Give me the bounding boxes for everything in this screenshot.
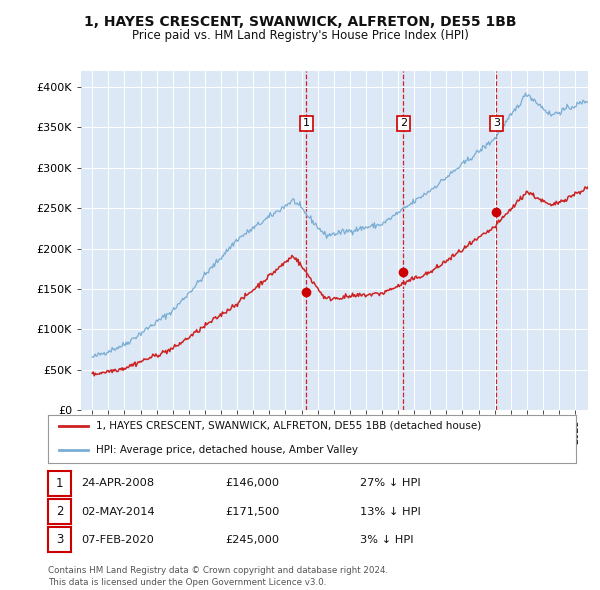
Text: 1: 1: [303, 119, 310, 128]
Text: This data is licensed under the Open Government Licence v3.0.: This data is licensed under the Open Gov…: [48, 578, 326, 587]
Text: £171,500: £171,500: [225, 507, 280, 516]
Text: Contains HM Land Registry data © Crown copyright and database right 2024.: Contains HM Land Registry data © Crown c…: [48, 566, 388, 575]
Text: 24-APR-2008: 24-APR-2008: [81, 478, 154, 488]
Text: 02-MAY-2014: 02-MAY-2014: [81, 507, 155, 516]
Text: £146,000: £146,000: [225, 478, 279, 488]
Text: 1: 1: [56, 477, 63, 490]
Text: £245,000: £245,000: [225, 535, 279, 545]
Text: 3: 3: [56, 533, 63, 546]
Text: 07-FEB-2020: 07-FEB-2020: [81, 535, 154, 545]
Text: 1, HAYES CRESCENT, SWANWICK, ALFRETON, DE55 1BB: 1, HAYES CRESCENT, SWANWICK, ALFRETON, D…: [84, 15, 516, 29]
Text: 3: 3: [493, 119, 500, 128]
Text: 2: 2: [400, 119, 407, 128]
Text: 13% ↓ HPI: 13% ↓ HPI: [360, 507, 421, 516]
Text: HPI: Average price, detached house, Amber Valley: HPI: Average price, detached house, Ambe…: [95, 445, 358, 455]
Text: 27% ↓ HPI: 27% ↓ HPI: [360, 478, 421, 488]
Text: Price paid vs. HM Land Registry's House Price Index (HPI): Price paid vs. HM Land Registry's House …: [131, 30, 469, 42]
Text: 3% ↓ HPI: 3% ↓ HPI: [360, 535, 413, 545]
Text: 2: 2: [56, 505, 63, 518]
Text: 1, HAYES CRESCENT, SWANWICK, ALFRETON, DE55 1BB (detached house): 1, HAYES CRESCENT, SWANWICK, ALFRETON, D…: [95, 421, 481, 431]
